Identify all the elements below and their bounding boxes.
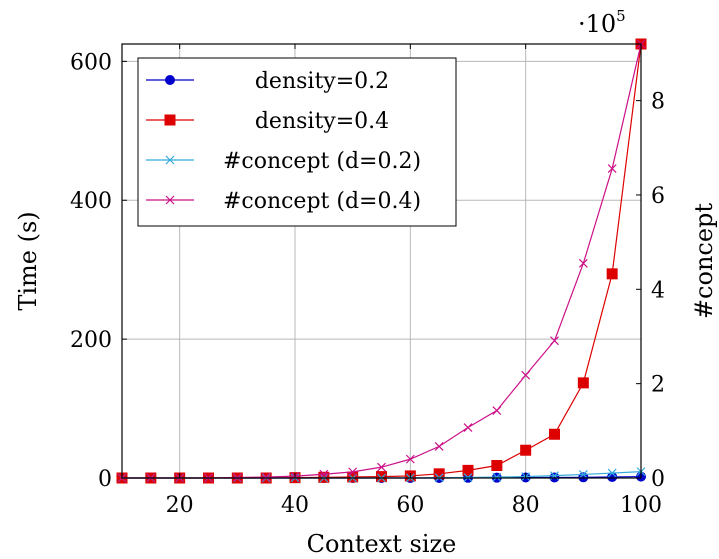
- series-2-point: [577, 377, 589, 389]
- x-tick-label: 100: [620, 493, 662, 518]
- series-2-point: [433, 468, 445, 480]
- legend-marker: [165, 195, 175, 205]
- series-2-point: [347, 471, 359, 483]
- plot-frame: [121, 43, 642, 479]
- legend-label: #concept (d=0.2): [223, 149, 421, 174]
- legend-item: density=0.2: [146, 69, 389, 94]
- right-axis-multiplier-exponent: 5: [616, 7, 626, 25]
- series-4-point: [550, 336, 559, 346]
- legend-box: [137, 57, 457, 227]
- y-left-tick-label: 200: [70, 328, 112, 353]
- legend-label: #concept (d=0.4): [223, 189, 421, 214]
- series-4-point: [434, 441, 444, 451]
- x-tick-label: 80: [512, 493, 540, 518]
- y-left-tick-label: 600: [70, 50, 112, 75]
- series-2-point: [549, 428, 560, 440]
- series-4-point: [348, 467, 358, 477]
- right-axis-multiplier-base: ·10: [578, 10, 616, 38]
- right-axis-multiplier: ·105: [578, 7, 626, 38]
- x-axis-label: Context size: [307, 530, 457, 558]
- y-right-tick-label: 0: [651, 467, 665, 492]
- legend-item: density=0.4: [146, 109, 389, 134]
- series-4-point: [492, 406, 502, 415]
- series-3-point: [607, 468, 617, 478]
- y-right-tick-label: 8: [651, 90, 665, 115]
- series-4-point: [463, 423, 473, 432]
- series-4-point: [377, 462, 386, 472]
- y-right-tick-label: 4: [651, 278, 665, 303]
- y-right-tick-label: 2: [651, 373, 665, 398]
- series-2-point: [520, 444, 532, 456]
- x-tick-label: 20: [166, 493, 194, 518]
- legend: density=0.2 density=0.4 #concept (d=0.2) #c…: [137, 57, 457, 227]
- series-3-point: [492, 472, 502, 482]
- legend-marker: [164, 114, 176, 126]
- series-4-point: [319, 469, 329, 479]
- series-2-point: [462, 464, 474, 476]
- legend-label: density=0.4: [255, 109, 389, 134]
- series-2-point: [491, 460, 503, 472]
- legend-item: #concept (d=0.2): [146, 149, 421, 174]
- x-tick-label: 60: [396, 493, 424, 518]
- y-right-tick-label: 6: [651, 184, 665, 209]
- legend-label: density=0.2: [255, 69, 389, 94]
- y-axis-left-label: Time (s): [14, 211, 42, 310]
- series-4-point: [607, 164, 617, 173]
- y-axis-right-label: #concept: [690, 203, 718, 319]
- legend-item: #concept (d=0.4): [146, 189, 421, 214]
- legend-marker: [165, 155, 175, 165]
- series-4-point: [405, 454, 415, 464]
- series-4-point: [261, 472, 271, 482]
- series-3-point: [578, 470, 588, 479]
- series-2-point: [606, 268, 618, 280]
- y-left-tick-label: 400: [70, 189, 112, 214]
- series-2-point: [376, 471, 387, 483]
- x-tick-label: 40: [281, 493, 309, 518]
- series-4-point: [578, 258, 588, 268]
- series-4-point: [521, 370, 531, 380]
- y-left-tick-label: 0: [98, 467, 112, 492]
- legend-marker: [165, 75, 175, 85]
